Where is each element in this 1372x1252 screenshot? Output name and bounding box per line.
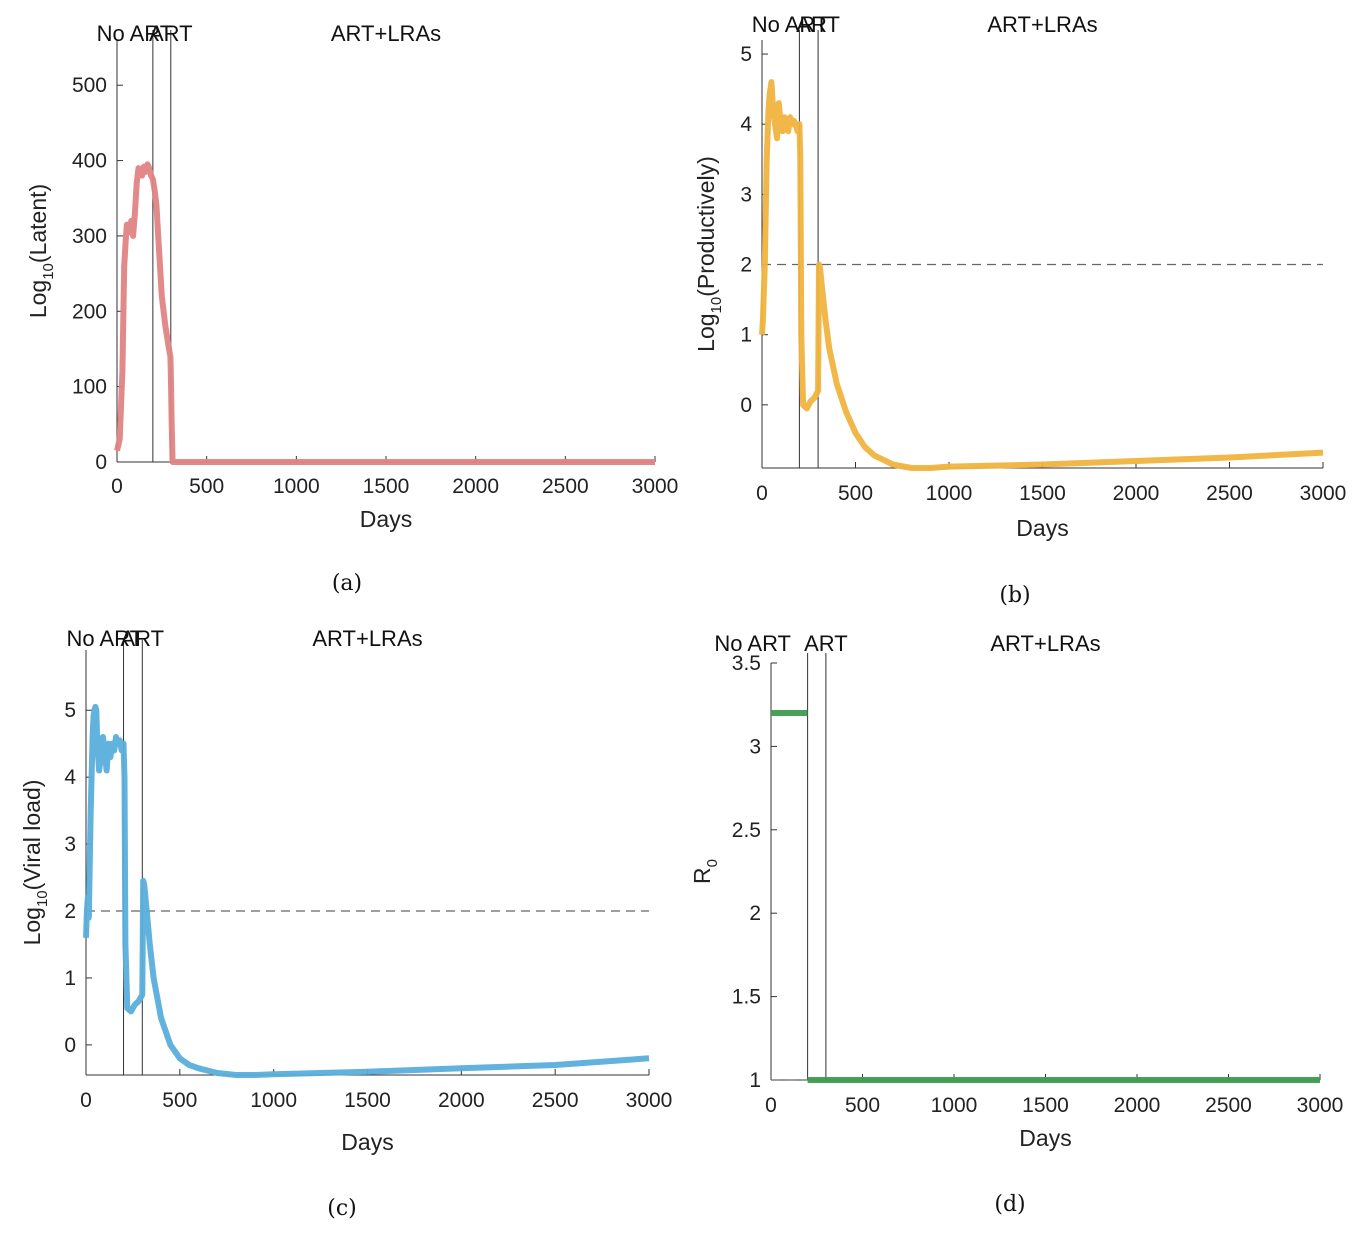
y-tick-label: 500: [72, 74, 107, 97]
y-axis-label: R0: [689, 859, 721, 884]
phase-label: ART+LRAs: [331, 21, 441, 46]
x-tick-label: 500: [189, 475, 224, 498]
x-tick-label: 1500: [363, 475, 410, 498]
series-line-0: [114, 161, 655, 465]
x-tick-label: 3000: [632, 475, 679, 498]
y-tick-label: 100: [72, 376, 107, 399]
y-tick-label: 3: [749, 735, 761, 758]
y-tick-label: 0: [740, 394, 752, 417]
x-tick-label: 500: [845, 1094, 880, 1117]
y-tick-label: 2: [64, 900, 76, 923]
phase-label: ART: [796, 12, 840, 37]
y-tick-label: 4: [64, 766, 76, 789]
x-tick-label: 2000: [438, 1089, 485, 1112]
x-tick-label: 0: [111, 475, 123, 498]
y-tick-label: 1.5: [732, 986, 761, 1009]
x-tick-label: 2000: [1114, 1094, 1161, 1117]
y-tick-label: 3: [64, 833, 76, 856]
phase-label: ART: [120, 626, 164, 651]
x-axis-label: Days: [1016, 515, 1068, 541]
x-tick-label: 2500: [1206, 482, 1253, 505]
y-axis-label: Log10(Productively): [693, 156, 725, 352]
x-tick-label: 1500: [1022, 1094, 1069, 1117]
y-tick-label: 2: [740, 254, 752, 277]
x-tick-label: 3000: [626, 1089, 673, 1112]
x-tick-label: 500: [162, 1089, 197, 1112]
y-axis-label: Log10(Viral load): [19, 780, 51, 946]
series-line-0: [83, 703, 650, 1078]
phase-label: ART+LRAs: [990, 631, 1100, 656]
x-tick-label: 2500: [532, 1089, 579, 1112]
y-tick-label: 2: [749, 902, 761, 925]
y-tick-label: 2.5: [732, 819, 761, 842]
y-tick-label: 400: [72, 150, 107, 173]
y-tick-label: 300: [72, 225, 107, 248]
x-tick-label: 3000: [1297, 1094, 1344, 1117]
x-tick-label: 2000: [1113, 482, 1160, 505]
phase-label: No ART: [714, 631, 791, 656]
x-tick-label: 1000: [250, 1089, 297, 1112]
caption-a: (a): [332, 571, 362, 596]
x-tick-label: 3000: [1300, 482, 1347, 505]
x-tick-label: 0: [756, 482, 768, 505]
x-tick-label: 0: [765, 1094, 777, 1117]
series-line-0: [759, 79, 1324, 471]
y-tick-label: 3.5: [732, 652, 761, 675]
y-axis-label: Log10(Latent): [25, 184, 57, 318]
y-tick-label: 1: [740, 324, 752, 347]
phase-label: ART: [804, 631, 848, 656]
phase-label: ART: [149, 21, 193, 46]
y-tick-label: 1: [64, 967, 76, 990]
phase-label: ART+LRAs: [987, 12, 1097, 37]
phase-label: ART+LRAs: [312, 626, 422, 651]
x-tick-label: 1000: [273, 475, 320, 498]
caption-b: (b): [999, 583, 1030, 608]
phase-label: No ART: [97, 21, 174, 46]
x-axis-label: Days: [341, 1129, 393, 1155]
y-tick-label: 5: [740, 43, 752, 66]
x-tick-label: 2500: [542, 475, 589, 498]
x-tick-label: 1500: [1019, 482, 1066, 505]
x-tick-label: 1500: [344, 1089, 391, 1112]
panel-a-latent-chart: 0 500 1000 1500 2000 2500 3000 0 100 200 300 400 500…: [25, 21, 678, 532]
x-tick-label: 2000: [452, 475, 499, 498]
phase-label: No ART: [752, 12, 829, 37]
y-tick-label: 0: [95, 451, 107, 474]
x-axis-label: Days: [360, 506, 412, 532]
y-tick-label: 0: [64, 1034, 76, 1057]
x-tick-label: 2500: [1205, 1094, 1252, 1117]
caption-d: (d): [994, 1192, 1025, 1217]
x-axis-label: Days: [1019, 1125, 1071, 1151]
caption-c: (c): [327, 1196, 357, 1221]
y-tick-label: 4: [740, 113, 752, 136]
x-tick-label: 1000: [926, 482, 973, 505]
y-tick-label: 3: [740, 183, 752, 206]
y-tick-label: 5: [64, 699, 76, 722]
phase-label: No ART: [66, 626, 143, 651]
panel-d-r0-chart: 0 500 1000 1500 2000 2500 3000 1 1.5 2 2.5 3 3.5No A…: [689, 631, 1343, 1151]
y-tick-label: 200: [72, 300, 107, 323]
x-tick-label: 1000: [931, 1094, 978, 1117]
x-tick-label: 0: [80, 1089, 92, 1112]
x-tick-label: 500: [838, 482, 873, 505]
y-tick-label: 1: [749, 1069, 761, 1092]
